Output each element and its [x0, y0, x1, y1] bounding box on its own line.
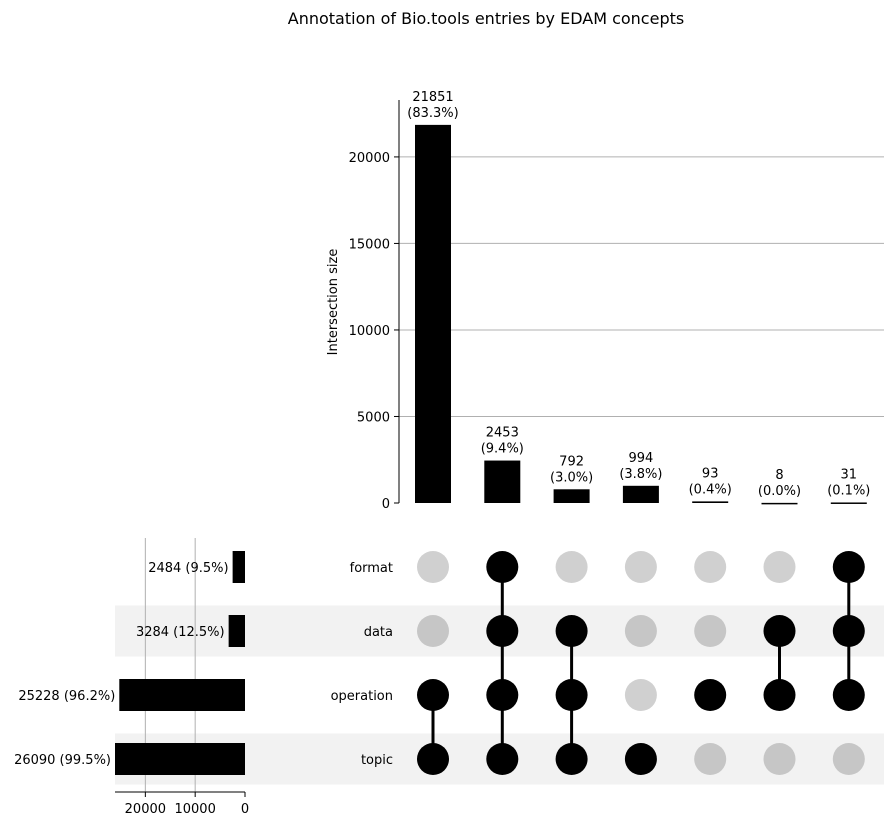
intersection-bars: [415, 124, 867, 505]
bar-percent-label: (3.0%): [550, 470, 593, 485]
intersection-bar-labels: 21851(83.3%) 2453(9.4%) 792(3.0%) 994(3.8%)…: [407, 90, 870, 499]
bar-value-label: 2453: [486, 426, 519, 441]
dot-active-data-5: [763, 615, 796, 647]
set-size-label: 25228 (96.2%): [18, 689, 115, 704]
dot-inactive-format-5: [763, 551, 796, 583]
set-name-data: data: [364, 625, 393, 640]
dot-active-topic-3: [624, 743, 657, 775]
bar-percent-label: (9.4%): [481, 442, 524, 457]
set-tick-label: 20000: [125, 802, 166, 817]
set-tick-label: 10000: [174, 802, 215, 817]
y-axis-label: Intersection size: [326, 249, 341, 356]
bar-5: [761, 502, 798, 505]
y-tick-label: 10000: [349, 324, 390, 339]
dot-active-operation-5: [763, 679, 796, 711]
bar-percent-label: (83.3%): [407, 106, 458, 121]
dot-inactive-format-2: [555, 551, 588, 583]
dot-active-operation-4: [694, 679, 727, 711]
set-name-operation: operation: [331, 689, 393, 704]
dot-inactive-topic-6: [832, 743, 865, 775]
dot-inactive-topic-4: [694, 743, 727, 775]
dot-active-topic-1: [486, 743, 519, 775]
set-bar-format: [232, 551, 245, 583]
chart-title: Annotation of Bio.tools entries by EDAM …: [288, 9, 684, 28]
bar-value-label: 994: [628, 451, 653, 466]
bar-value-label: 8: [775, 468, 783, 483]
set-size-bars: 2484 (9.5%) 3284 (12.5%) 25228 (96.2%) 2609…: [14, 551, 245, 775]
bar-1: [484, 460, 521, 503]
set-size-label: 2484 (9.5%): [148, 561, 228, 576]
bar-value-label: 31: [841, 467, 858, 482]
set-tick-label: 0: [241, 802, 249, 817]
dot-active-topic-0: [417, 743, 449, 775]
dot-inactive-format-3: [624, 551, 657, 583]
set-size-x-axis: 20000 10000 0: [115, 791, 249, 817]
dot-active-format-1: [486, 551, 519, 583]
dot-active-topic-2: [555, 743, 588, 775]
dot-inactive-data-4: [694, 615, 727, 647]
set-bar-operation: [119, 679, 245, 711]
bar-gridlines: [399, 156, 884, 417]
dot-active-format-6: [832, 551, 865, 583]
y-tick-label: 5000: [357, 410, 390, 425]
bar-percent-label: (3.8%): [619, 467, 662, 482]
y-tick-label: 0: [382, 497, 390, 512]
dot-inactive-format-4: [694, 551, 727, 583]
y-tick-label: 20000: [349, 151, 390, 166]
set-bar-topic: [115, 743, 245, 775]
dot-active-operation-0: [417, 679, 449, 711]
bar-3: [622, 485, 659, 503]
dot-active-data-1: [486, 615, 519, 647]
bar-value-label: 93: [702, 466, 719, 481]
set-size-label: 3284 (12.5%): [136, 625, 225, 640]
bar-4: [692, 501, 729, 503]
set-name-topic: topic: [361, 753, 393, 768]
dot-active-operation-6: [832, 679, 865, 711]
membership-matrix: [417, 551, 865, 775]
bar-2: [553, 489, 590, 503]
set-bar-data: [228, 615, 245, 647]
bar-percent-label: (0.4%): [689, 482, 732, 497]
bar-percent-label: (0.1%): [827, 483, 870, 498]
set-size-label: 26090 (99.5%): [14, 753, 111, 768]
dot-inactive-operation-3: [624, 679, 657, 711]
set-name-labels: format data operation topic: [331, 561, 393, 768]
dot-active-data-6: [832, 615, 865, 647]
dot-inactive-data-3: [624, 615, 657, 647]
dot-active-operation-1: [486, 679, 519, 711]
dot-active-operation-2: [555, 679, 588, 711]
set-name-format: format: [350, 561, 393, 576]
dot-inactive-format-0: [417, 551, 449, 583]
bar-6: [830, 502, 867, 504]
dot-inactive-topic-5: [763, 743, 796, 775]
bar-0: [415, 124, 451, 504]
y-tick-label: 15000: [349, 237, 390, 252]
bar-value-label: 21851: [412, 90, 453, 105]
bar-percent-label: (0.0%): [758, 484, 801, 499]
dot-active-data-2: [555, 615, 588, 647]
intersection-y-axis: 0 5000 10000 15000 20000: [349, 100, 400, 512]
bar-value-label: 792: [559, 454, 584, 469]
dot-inactive-data-0: [417, 615, 449, 647]
